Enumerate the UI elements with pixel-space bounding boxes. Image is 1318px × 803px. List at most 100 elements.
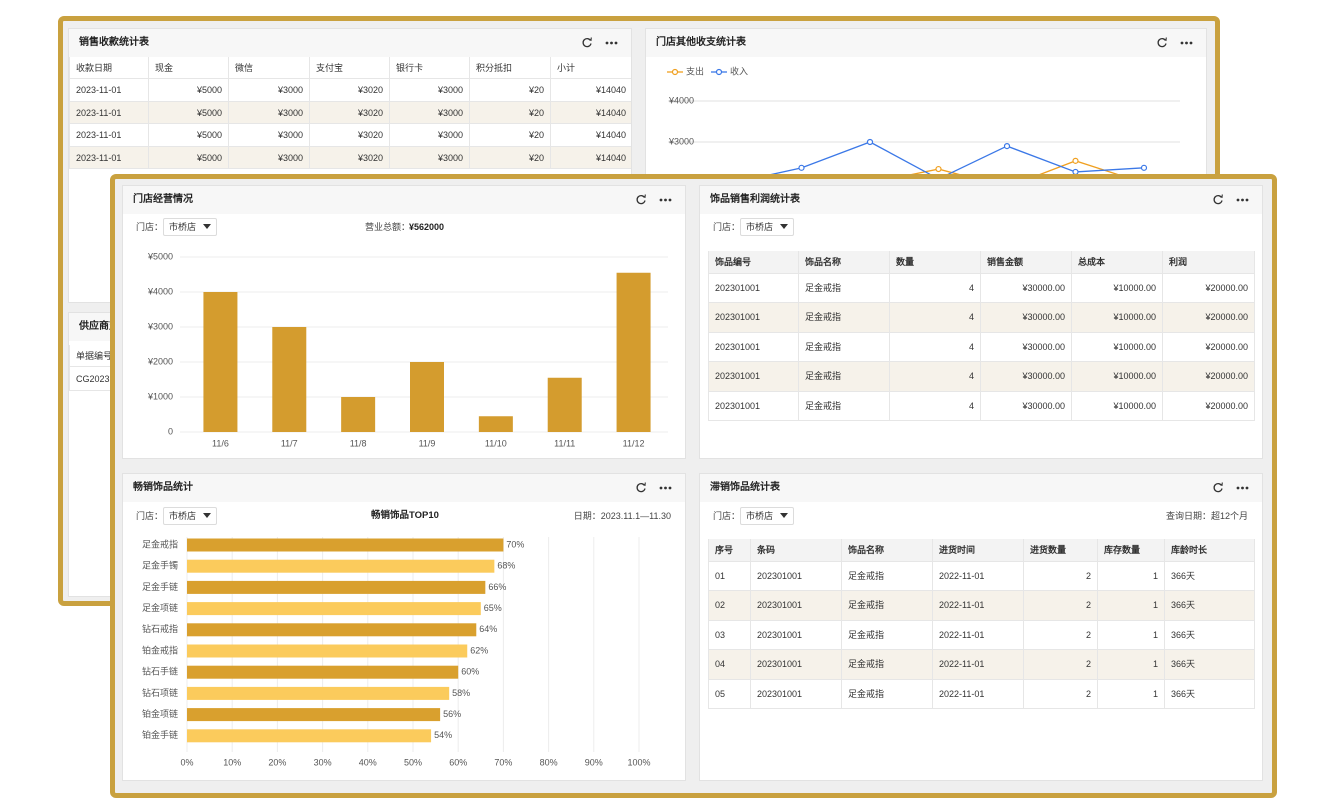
legend-label: 支出	[686, 65, 704, 76]
dropdown-arrow	[203, 224, 211, 229]
store-value: 市桥店	[169, 222, 197, 232]
table-cell: 足金戒指	[842, 679, 933, 709]
table-cell: 2022-11-01	[933, 562, 1024, 592]
table-cell: ¥14040	[551, 124, 631, 147]
table-header-cell: 现金	[149, 57, 229, 79]
chart: 0% 10% 20% 30% 40% 50% 60% 70% 80% 90% 100% 足金戒指 70%…	[142, 537, 651, 767]
table-cell: ¥10000.00	[1072, 274, 1163, 304]
refresh-arrow	[641, 194, 646, 199]
more-button[interactable]	[659, 198, 672, 202]
table-cell: ¥20	[470, 79, 551, 102]
date-range: 日期：2023.11.1—11.30	[573, 511, 671, 521]
table-cell: 2022-11-01	[933, 591, 1024, 621]
table-cell: 1	[1098, 562, 1165, 592]
store-label: 门店：	[136, 511, 164, 521]
table-cell: 202301001	[708, 332, 799, 363]
legend-label: 收入	[730, 65, 748, 76]
table-cell: 4	[890, 391, 981, 421]
table-cell: 2022-11-01	[933, 679, 1024, 709]
table-header-cell: 收款日期	[69, 57, 149, 79]
legend-marker	[715, 68, 723, 76]
more-button[interactable]	[1236, 486, 1249, 490]
table-header-cell: 数量	[890, 251, 981, 274]
table-header-cell: 进货时间	[933, 539, 1024, 562]
table-cell: 202301001	[708, 362, 799, 392]
table-cell: ¥20	[470, 146, 551, 169]
table-cell: ¥20	[470, 124, 551, 147]
more-button[interactable]	[1180, 41, 1193, 45]
data-point	[866, 138, 874, 146]
bar	[341, 397, 376, 432]
card-tools	[582, 37, 618, 48]
store-label: 门店：	[136, 222, 164, 232]
x-tick-label: 11/9	[419, 438, 436, 448]
dropdown-arrow-shape	[780, 513, 788, 518]
table-cell: 足金戒指	[799, 274, 890, 304]
y-tick-label: 0	[168, 426, 173, 436]
value-label: 56%	[443, 709, 461, 719]
table-cell: 202301001	[751, 620, 842, 651]
card-title: 销售收款统计表	[79, 37, 149, 48]
bar	[203, 292, 238, 432]
more-button[interactable]	[1236, 198, 1249, 202]
y-tick-label: 足金手镯	[142, 560, 178, 571]
refresh-button[interactable]	[582, 37, 592, 48]
bar	[187, 644, 468, 658]
store-select[interactable]: 市桥店	[740, 507, 794, 525]
table-header-cell: 利润	[1163, 251, 1255, 274]
y-tick-label: 足金手链	[142, 581, 178, 592]
table-cell: 4	[890, 332, 981, 363]
refresh-button[interactable]	[636, 482, 646, 493]
table-cell: 202301001	[751, 679, 842, 709]
y-tick-label: 钻石戒指	[142, 623, 178, 634]
more-button[interactable]	[659, 486, 672, 490]
refresh-button[interactable]	[636, 194, 646, 205]
more-dot	[668, 486, 672, 490]
store-select[interactable]: 市桥店	[740, 218, 794, 236]
x-tick-label: 11/6	[212, 438, 229, 448]
data-point	[1072, 157, 1079, 164]
refresh-arrow	[587, 37, 592, 42]
card-title: 门店经营情况	[133, 194, 193, 205]
table-cell: ¥30000.00	[981, 362, 1072, 392]
more-dot	[659, 486, 663, 490]
table-cell: 2023-11-01	[69, 101, 149, 124]
table-cell: ¥10000.00	[1072, 391, 1163, 421]
x-tick-label: 11/10	[485, 438, 507, 448]
refresh-button[interactable]	[1213, 194, 1223, 205]
table-cell: ¥3000	[390, 79, 470, 102]
table-cell: ¥3020	[310, 101, 390, 124]
table-cell: ¥10000.00	[1072, 362, 1163, 392]
table-header-cell: 库存数量	[1098, 539, 1165, 562]
refresh-button[interactable]	[1157, 37, 1167, 48]
more-dot	[664, 198, 667, 202]
table-cell: 366天	[1165, 591, 1255, 621]
dropdown-arrow	[780, 513, 788, 518]
refresh-button[interactable]	[1213, 482, 1223, 493]
bar	[547, 377, 582, 432]
table-cell: ¥20000.00	[1163, 274, 1255, 304]
table-cell: 03	[708, 620, 751, 651]
y-tick-label: 铂金戒指	[142, 644, 178, 655]
table-cell: ¥14040	[551, 101, 631, 124]
more-button[interactable]	[605, 41, 618, 45]
more-dot	[610, 41, 613, 45]
table-cell: 2022-11-01	[933, 650, 1024, 680]
table-cell: 足金戒指	[799, 303, 890, 333]
table-cell: 4	[890, 303, 981, 333]
table-header-cell: 饰品名称	[842, 539, 933, 562]
table-cell: ¥3020	[310, 146, 390, 169]
y-tick-label: ¥5000	[147, 251, 173, 261]
table-cell: ¥3000	[229, 124, 310, 147]
table-header-cell: 库龄时长	[1165, 539, 1255, 562]
table-header-cell: 银行卡	[390, 57, 470, 79]
store-label: 门店：	[713, 222, 741, 232]
store-select[interactable]: 市桥店	[163, 218, 217, 236]
store-select[interactable]: 市桥店	[163, 507, 217, 525]
more-dot	[1245, 486, 1249, 490]
x-tick-label: 11/7	[281, 438, 298, 448]
table-cell: 1	[1098, 679, 1165, 709]
table-header-cell: 序号	[708, 539, 751, 562]
bar	[187, 708, 441, 722]
refresh-arrow	[1218, 194, 1223, 199]
